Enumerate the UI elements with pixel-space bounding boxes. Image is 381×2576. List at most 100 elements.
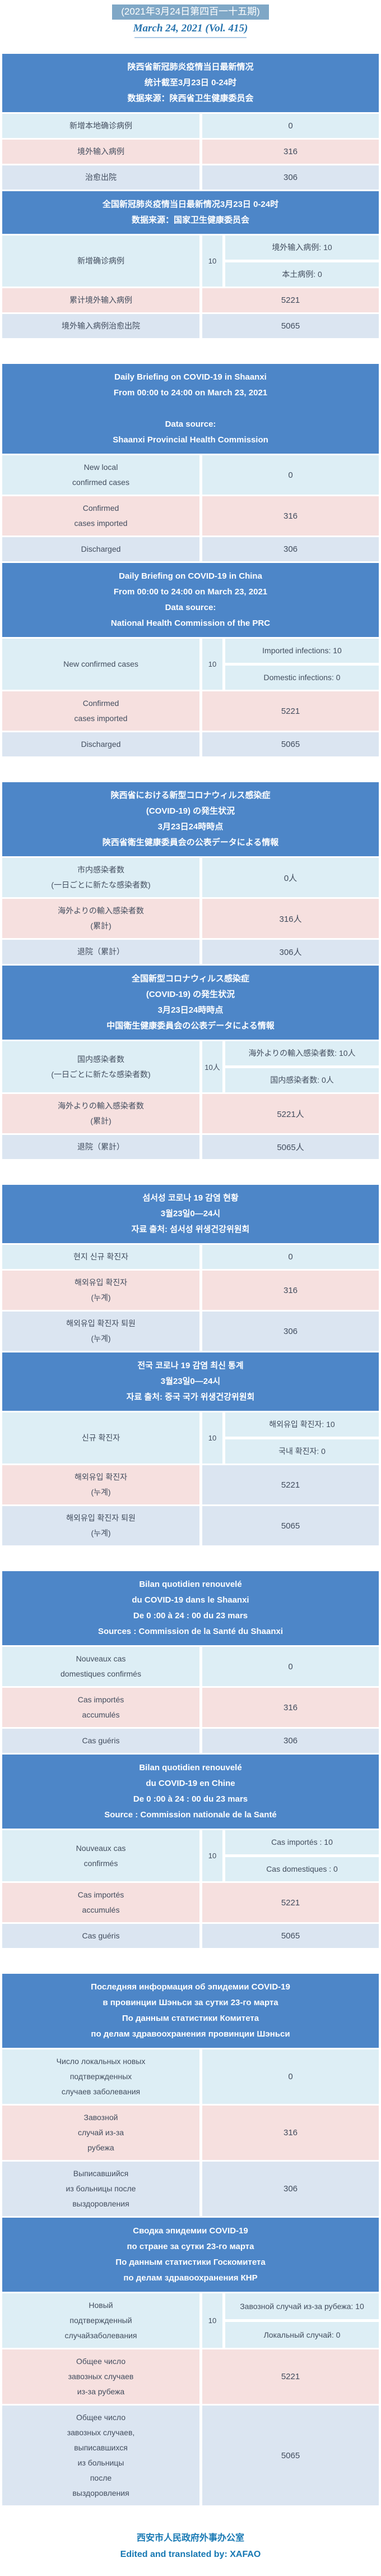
data-row: New local confirmed cases 0 — [2, 455, 379, 495]
row-value: 306 — [202, 537, 379, 561]
row-value: 5221人 — [202, 1094, 379, 1133]
row-label: Nouveaux cas domestiques confirmés — [2, 1647, 199, 1686]
header-line: 자료 출처: 중국 국가 위생건강위원회 — [126, 1392, 255, 1402]
label-line: confirmed cases — [72, 478, 129, 487]
section-header: Daily Briefing on COVID-19 in China From … — [2, 563, 379, 637]
header-line: по стране за сутки 23-го марта — [127, 2242, 254, 2251]
row-label: 新增本地确诊病例 — [2, 114, 199, 138]
section-cn-shaanxi: 陕西省新冠肺炎疫情当日最新情况 统计截至3月23日 0-24时 数据来源：陕西省卫生… — [2, 54, 379, 190]
data-row: 治愈出院 306 — [2, 165, 379, 190]
row-label: 国内感染者数 (一日ごとに新たな感染者数) — [2, 1041, 199, 1092]
label-line: 国内感染者数 — [77, 1054, 124, 1064]
row-value: 5065 — [202, 314, 379, 338]
imported-subcell: Cas importés : 10 — [225, 1830, 379, 1854]
row-value: 5221 — [202, 691, 379, 731]
header-line: 数据来源：陕西省卫生健康委员会 — [127, 94, 254, 103]
row-label: Новый подтвержденный случайзаболевания — [2, 2293, 199, 2348]
label-line: cases imported — [74, 519, 128, 528]
row-value: 0 — [202, 2049, 379, 2104]
label-line: выписавшихся — [74, 2443, 128, 2452]
label-line: (一日ごとに新たな感染者数) — [51, 880, 151, 889]
header-line: du COVID-19 dans le Shaanxi — [132, 1595, 249, 1605]
row-breakdown: 境外输入病例: 10 本土病例: 0 — [225, 236, 379, 287]
data-row: 累计境外输入病例 5221 — [2, 288, 379, 312]
data-row: 市内感染者数 (一日ごとに新たな感染者数) 0人 — [2, 858, 379, 897]
label-line: New confirmed cases — [63, 659, 138, 668]
header-line — [7, 401, 374, 417]
row-value: 306 — [202, 2162, 379, 2216]
imported-subcell: Imported infections: 10 — [225, 639, 379, 663]
domestic-subcell: Domestic infections: 0 — [225, 666, 379, 690]
data-row: Общее число завозных случаев из-за рубежа 5… — [2, 2349, 379, 2404]
row-label: 해외유입 확진자 퇴원 (누계) — [2, 1312, 199, 1351]
domestic-subcell: 本土病例: 0 — [225, 262, 379, 287]
row-label: 累计境外输入病例 — [2, 288, 199, 312]
imported-subcell: 해외유입 확진자: 10 — [225, 1412, 379, 1437]
domestic-subcell: 국내 확진자: 0 — [225, 1439, 379, 1464]
label-line: (一日ごとに新たな感染者数) — [51, 1069, 151, 1079]
data-row: New confirmed cases 10 Imported infections… — [2, 639, 379, 690]
section-ru-china: Сводка эпидемии COVID-19 по стране за сут… — [2, 2218, 379, 2505]
label-line: accumulés — [82, 1710, 120, 1719]
row-breakdown: Imported infections: 10 Domestic infectio… — [225, 639, 379, 690]
label-line: Discharged — [81, 740, 121, 749]
imported-subcell: Завозной случай из-за рубежа: 10 — [225, 2293, 379, 2319]
label-line: accumulés — [82, 1905, 120, 1914]
row-label: 해외유입 확진자 퇴원 (누계) — [2, 1506, 199, 1545]
label-line: выздоровления — [72, 2199, 129, 2208]
label-line: случай из-за — [77, 2128, 124, 2137]
data-row: Новый подтвержденный случайзаболевания 10 За… — [2, 2293, 379, 2348]
row-value: 5221 — [202, 288, 379, 312]
row-label: Cas importés accumulés — [2, 1688, 199, 1727]
row-value: 5065 — [202, 2406, 379, 2505]
data-row: 境外输入病例治愈出院 5065 — [2, 314, 379, 338]
row-label: Общее число завозных случаев из-за рубежа — [2, 2349, 199, 2404]
header-line: Source : Commission nationale de la Sant… — [104, 1810, 277, 1820]
label-line: Cas guéris — [82, 1931, 120, 1940]
row-total-cell: 10 — [202, 2293, 222, 2348]
row-label: 退院（累計） — [2, 1135, 199, 1159]
data-row: 国内感染者数 (一日ごとに新たな感染者数) 10人 海外よりの輸入感染者数: 10人国… — [2, 1041, 379, 1092]
label-line: 신규 확진자 — [81, 1433, 120, 1442]
row-value: 316人 — [202, 899, 379, 938]
label-line: 境外输入病例治愈出院 — [62, 321, 140, 330]
page-footer: 西安市人民政府外事办公室 Edited and translated by: X… — [0, 2530, 381, 2563]
section-ru-shaanxi: Последняя информация об эпидемии COVID-1… — [2, 1974, 379, 2216]
label-line: domestiques confirmés — [61, 1669, 141, 1678]
row-label: Discharged — [2, 732, 199, 756]
section-ja-china: 全国新型コロナウィルス感染症 (COVID-19) の発生状況 3月23日24時時点… — [2, 966, 379, 1159]
row-value: 316 — [202, 140, 379, 164]
label-line: (누계) — [91, 1293, 111, 1302]
header-line: National Health Commission of the PRC — [110, 618, 271, 628]
data-row: Общее число завозных случаев, выписавшихся… — [2, 2406, 379, 2505]
row-value: 0 — [202, 1245, 379, 1269]
data-row: 退院（累計） 5065人 — [2, 1135, 379, 1159]
section-header: 陝西省における新型コロナウィルス感染症 (COVID-19) の発生状況 3月23日… — [2, 782, 379, 856]
label-line: завозных случаев — [68, 2372, 134, 2381]
data-row: 신규 확진자 10 해외유입 확진자: 10 국내 확진자: 0 — [2, 1412, 379, 1464]
label-line: 退院（累計） — [77, 1142, 124, 1151]
data-row: 海外よりの輸入感染者数 (累計) 316人 — [2, 899, 379, 938]
label-line: 해외유입 확진자 — [74, 1278, 128, 1287]
label-line: из больницы — [77, 2458, 124, 2467]
label-line: Новый — [89, 2301, 113, 2310]
label-line: Выписавшийся — [73, 2169, 129, 2178]
header-line: 섬서성 코로나 19 감염 현황 — [142, 1193, 239, 1203]
data-row: Cas guéris 306 — [2, 1729, 379, 1753]
briefing-sections: 陕西省新冠肺炎疫情当日最新情况 统计截至3月23日 0-24时 数据来源：陕西省卫生… — [0, 54, 381, 2505]
data-row: Cas guéris 5065 — [2, 1924, 379, 1948]
row-label: Nouveaux cas confirmés — [2, 1830, 199, 1881]
row-value: 0 — [202, 114, 379, 138]
header-line: De 0 :00 à 24 : 00 du 23 mars — [133, 1794, 248, 1804]
section-header: Сводка эпидемии COVID-19 по стране за сут… — [2, 2218, 379, 2292]
row-value: 306人 — [202, 940, 379, 964]
header-line: Bilan quotidien renouvelé — [139, 1763, 242, 1772]
row-label: 신규 확진자 — [2, 1412, 199, 1464]
data-row: 해외유입 확진자 (누계) 5221 — [2, 1465, 379, 1504]
row-value: 306 — [202, 1729, 379, 1753]
data-row: Nouveaux cas domestiques confirmés 0 — [2, 1647, 379, 1686]
section-en-china: Daily Briefing on COVID-19 in China From … — [2, 563, 379, 756]
row-value: 316 — [202, 1688, 379, 1727]
header-line: De 0 :00 à 24 : 00 du 23 mars — [133, 1611, 248, 1621]
row-label: 해외유입 확진자 (누계) — [2, 1271, 199, 1310]
